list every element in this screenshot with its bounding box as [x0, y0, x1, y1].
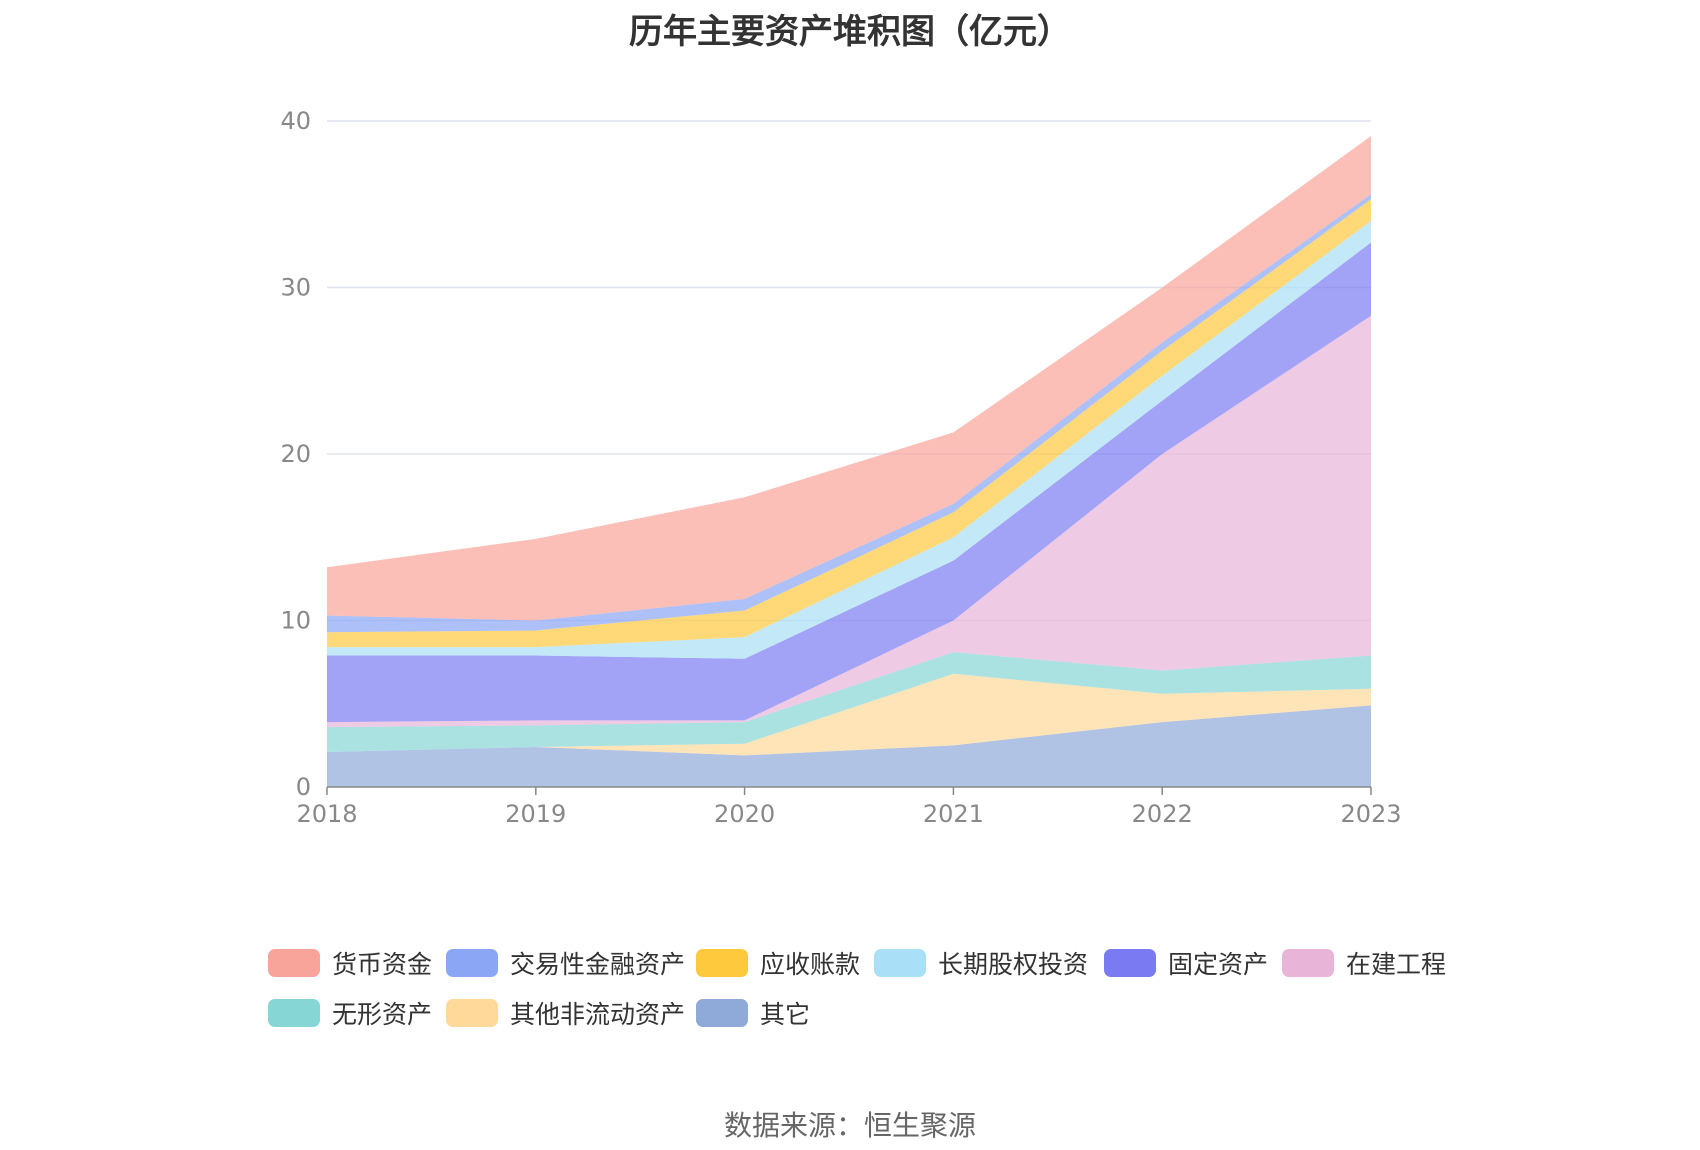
legend-label: 其它 — [760, 1000, 811, 1029]
area-series-其他非流动资产 — [327, 673, 1371, 756]
x-tick-label: 2019 — [505, 800, 566, 828]
area-series-其它 — [327, 705, 1371, 787]
area-series-无形资产 — [327, 652, 1371, 752]
tick-labels: 0 10 20 30 40 2018 2019 2020 2021 2022 2023 — [280, 107, 1401, 828]
legend-label: 货币资金 — [332, 950, 433, 979]
legend-item[interactable]: 应收账款 — [696, 948, 861, 979]
x-tick-label: 2021 — [923, 800, 984, 828]
legend-item[interactable]: 固定资产 — [1104, 948, 1269, 979]
legend-swatch — [696, 999, 748, 1027]
legend-swatch — [268, 999, 320, 1027]
x-tick-label: 2018 — [296, 800, 357, 828]
legend-item[interactable]: 长期股权投资 — [874, 948, 1089, 979]
legend-swatch — [268, 949, 320, 977]
x-tick-label: 2023 — [1340, 800, 1401, 828]
legend-label: 无形资产 — [332, 1000, 433, 1029]
y-tick-label: 30 — [280, 274, 311, 302]
source-note: 数据来源：恒生聚源 — [723, 1109, 976, 1142]
y-tick-label: 10 — [280, 607, 311, 635]
legend-swatch — [874, 949, 926, 977]
legend-item[interactable]: 其他非流动资产 — [446, 998, 686, 1029]
area-series-货币资金 — [327, 136, 1371, 621]
legend-item[interactable]: 交易性金融资产 — [446, 948, 686, 979]
legend-swatch — [446, 999, 498, 1027]
area-series-在建工程 — [327, 315, 1371, 728]
legend-label: 长期股权投资 — [938, 950, 1089, 979]
legend-swatch — [1104, 949, 1156, 977]
legend-item[interactable]: 无形资产 — [268, 998, 433, 1029]
chart-title: 历年主要资产堆积图（亿元） — [629, 12, 1071, 52]
legend-swatch — [1282, 949, 1334, 977]
x-axis — [326, 786, 1372, 795]
legend-item[interactable]: 货币资金 — [268, 948, 433, 979]
legend-item[interactable]: 在建工程 — [1282, 948, 1447, 979]
y-tick-label: 20 — [280, 440, 311, 468]
legend-label: 交易性金融资产 — [510, 950, 686, 979]
area-series — [327, 136, 1371, 787]
legend-label: 其他非流动资产 — [510, 1000, 686, 1029]
legend-label: 在建工程 — [1346, 950, 1447, 979]
y-tick-label: 40 — [280, 107, 311, 135]
legend-swatch — [446, 949, 498, 977]
x-tick-label: 2020 — [714, 800, 775, 828]
legend-label: 固定资产 — [1168, 950, 1269, 979]
x-tick-label: 2022 — [1132, 800, 1193, 828]
area-series-固定资产 — [327, 242, 1371, 723]
legend-label: 应收账款 — [760, 950, 861, 979]
legend-swatch — [696, 949, 748, 977]
legend-item[interactable]: 其它 — [696, 998, 811, 1029]
y-tick-label: 0 — [296, 773, 311, 801]
